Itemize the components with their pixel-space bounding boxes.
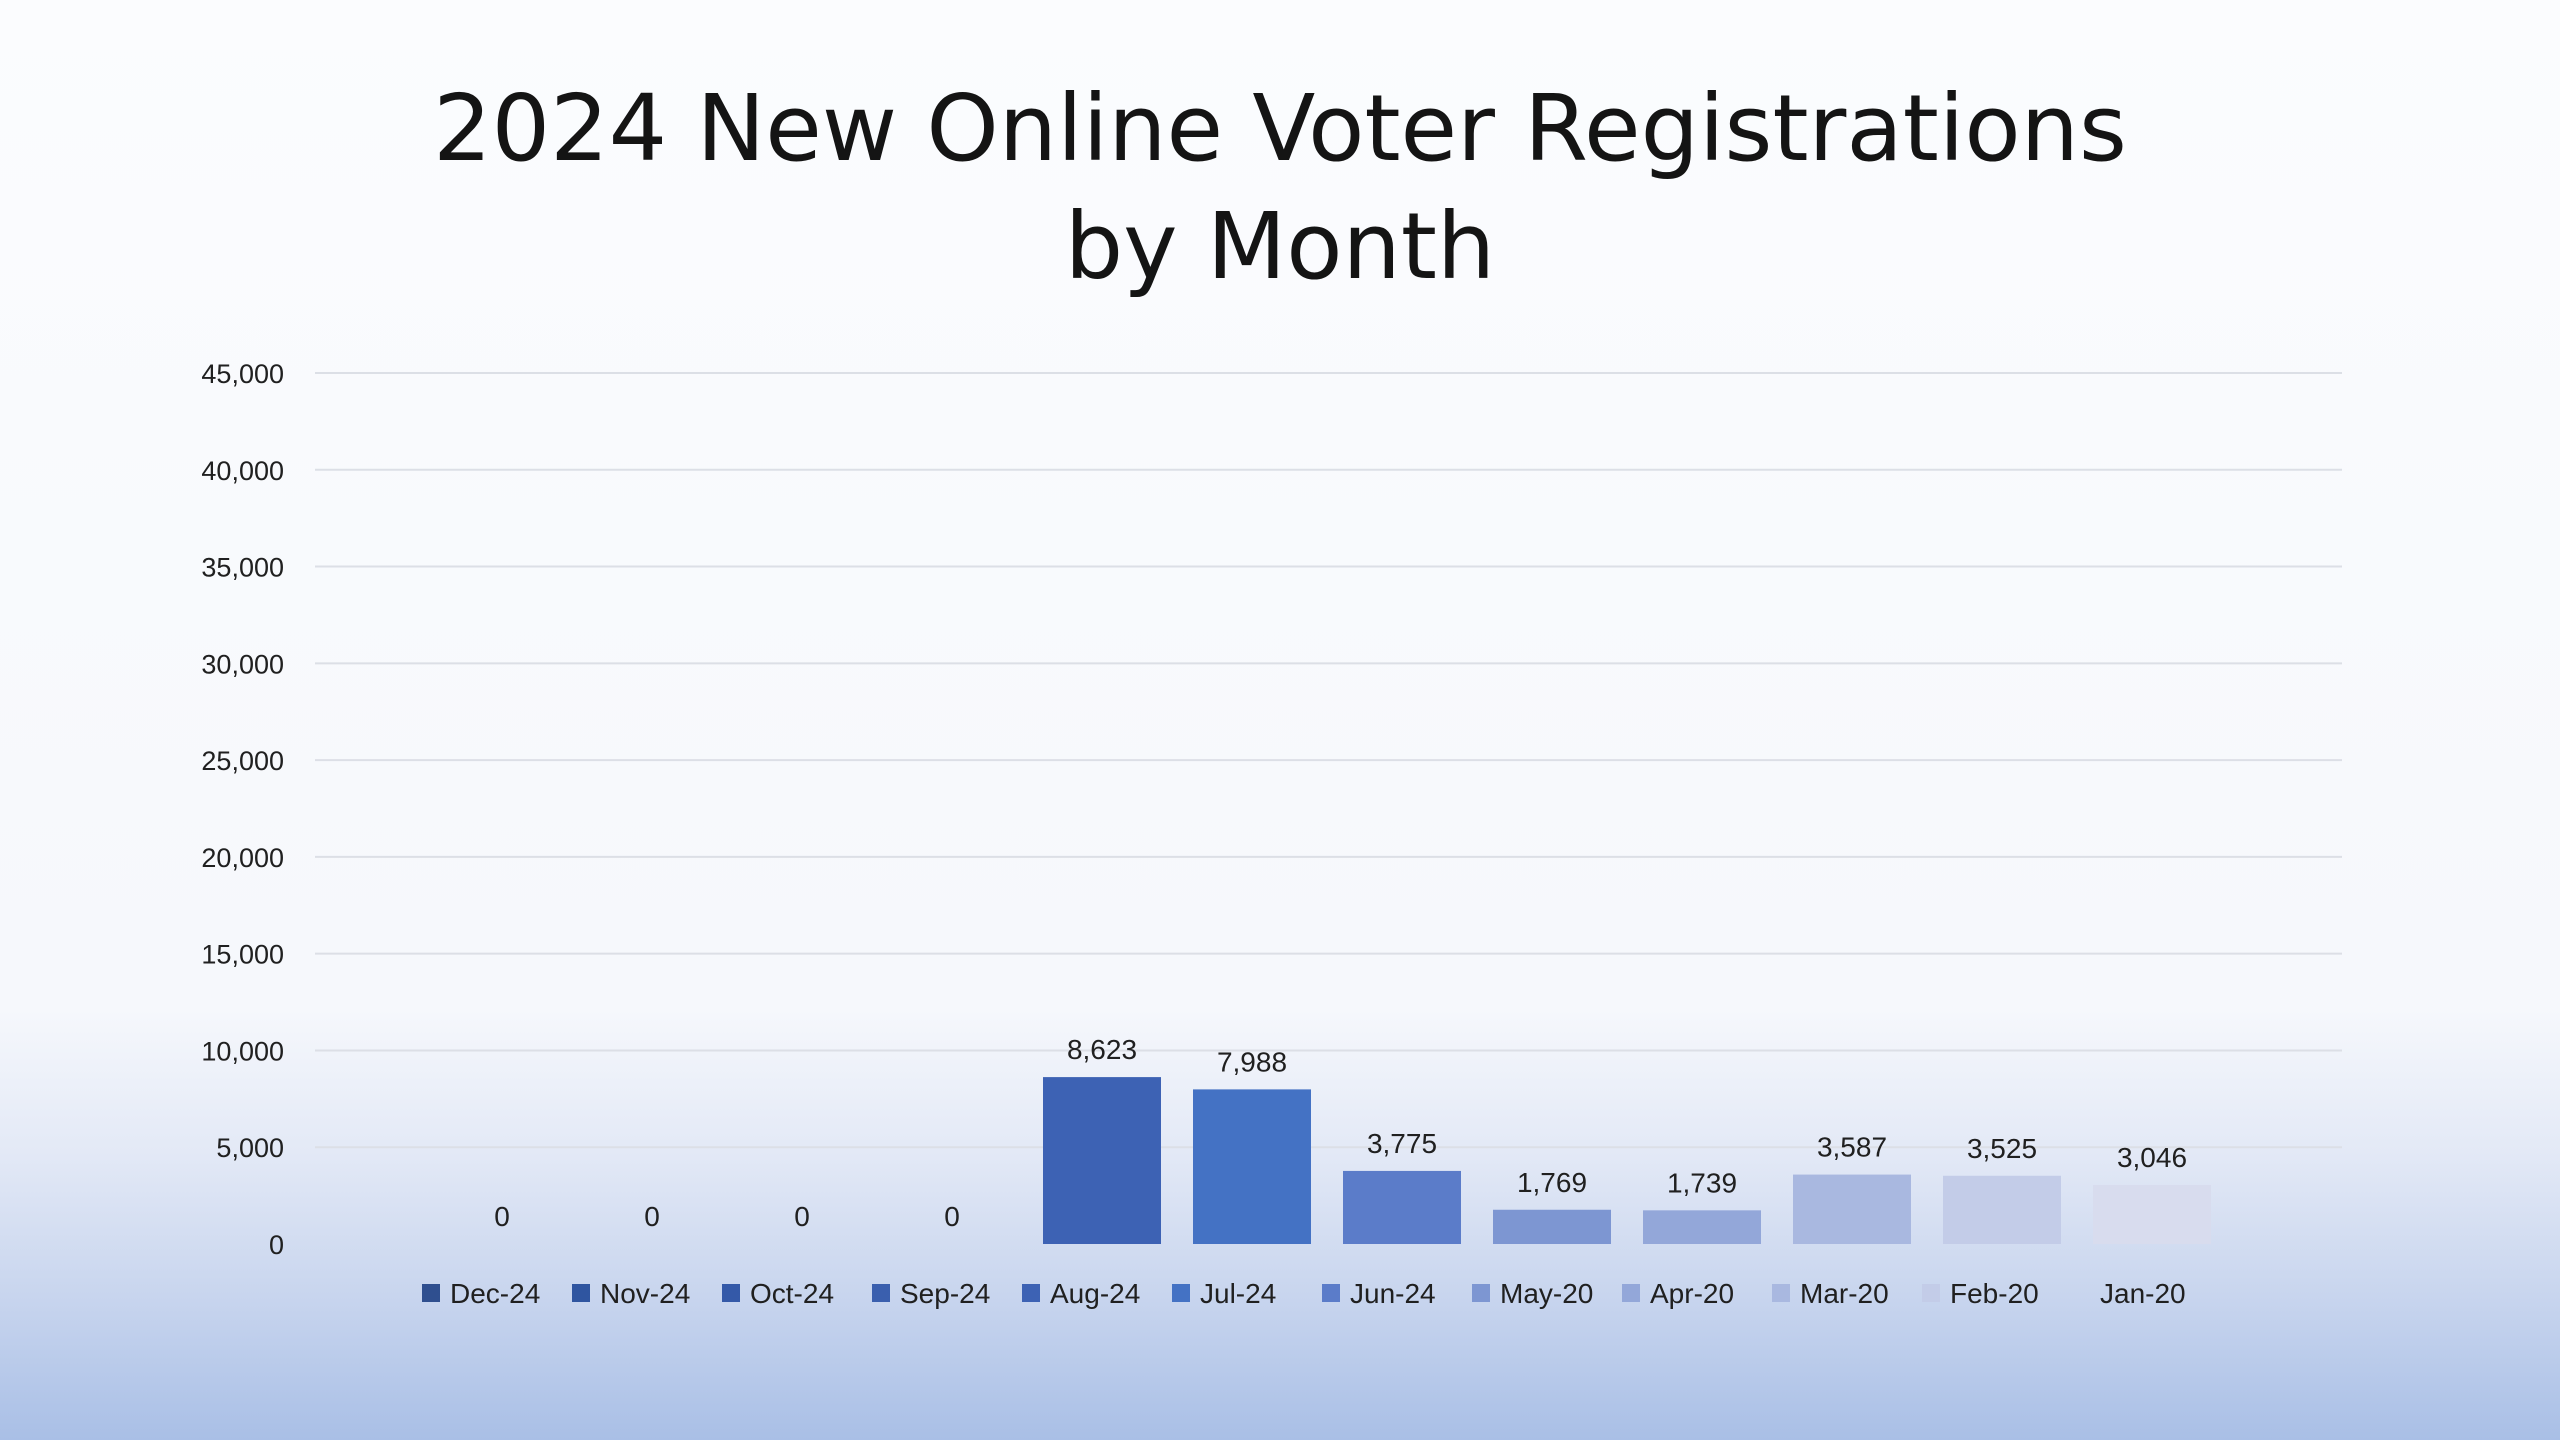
legend-label: May-20: [1500, 1278, 1593, 1309]
data-label: 3,775: [1367, 1128, 1437, 1159]
y-tick-label: 25,000: [201, 746, 284, 776]
data-label: 0: [794, 1201, 810, 1232]
data-label: 0: [944, 1201, 960, 1232]
y-tick-label: 35,000: [201, 553, 284, 583]
bar: [1793, 1174, 1911, 1244]
legend-label: Jan-20: [2100, 1278, 2186, 1309]
y-tick-label: 10,000: [201, 1036, 284, 1066]
bar: [1343, 1170, 1461, 1244]
legend-swatch: [1922, 1284, 1940, 1302]
legend-label: Nov-24: [600, 1278, 690, 1309]
legend-swatch: [572, 1284, 590, 1302]
data-label: 3,587: [1817, 1132, 1887, 1163]
data-label: 0: [494, 1201, 510, 1232]
data-label: 1,739: [1667, 1167, 1737, 1198]
y-tick-label: 20,000: [201, 843, 284, 873]
legend-swatch: [1322, 1284, 1340, 1302]
legend-swatch: [872, 1284, 890, 1302]
y-tick-label: 30,000: [201, 649, 284, 679]
legend-label: Oct-24: [750, 1278, 834, 1309]
data-label: 8,623: [1067, 1034, 1137, 1065]
legend-label: Jul-24: [1200, 1278, 1276, 1309]
data-label: 1,769: [1517, 1167, 1587, 1198]
data-label: 3,046: [2117, 1142, 2187, 1173]
legend-label: Dec-24: [450, 1278, 540, 1309]
bar: [1643, 1210, 1761, 1244]
data-label: 3,525: [1967, 1133, 2037, 1164]
legend-label: Aug-24: [1050, 1278, 1140, 1309]
y-tick-label: 5,000: [216, 1133, 284, 1163]
data-label: 0: [644, 1201, 660, 1232]
chart-title: 2024 New Online Voter Registrations by M…: [0, 70, 2560, 306]
legend-label: Sep-24: [900, 1278, 990, 1309]
legend-label: Apr-20: [1650, 1278, 1734, 1309]
data-label: 7,988: [1217, 1046, 1287, 1077]
bar: [2093, 1185, 2211, 1244]
legend-swatch: [422, 1284, 440, 1302]
legend-label: Mar-20: [1800, 1278, 1889, 1309]
bar: [1943, 1175, 2061, 1244]
legend-swatch: [1472, 1284, 1490, 1302]
y-tick-label: 45,000: [201, 359, 284, 389]
chart-title-line-2: by Month: [1064, 193, 1496, 300]
y-tick-label: 15,000: [201, 940, 284, 970]
y-tick-label: 40,000: [201, 456, 284, 486]
legend-label: Jun-24: [1350, 1278, 1436, 1309]
y-tick-label: 0: [269, 1230, 284, 1260]
legend-swatch: [1022, 1284, 1040, 1302]
chart-title-line-1: 2024 New Online Voter Registrations: [433, 75, 2127, 182]
legend-swatch: [1172, 1284, 1190, 1302]
legend-swatch: [1772, 1284, 1790, 1302]
legend-label: Feb-20: [1950, 1278, 2039, 1309]
bar: [1193, 1089, 1311, 1244]
bar: [1493, 1209, 1611, 1244]
legend-swatch: [722, 1284, 740, 1302]
bar: [1043, 1077, 1161, 1244]
legend-swatch: [1622, 1284, 1640, 1302]
